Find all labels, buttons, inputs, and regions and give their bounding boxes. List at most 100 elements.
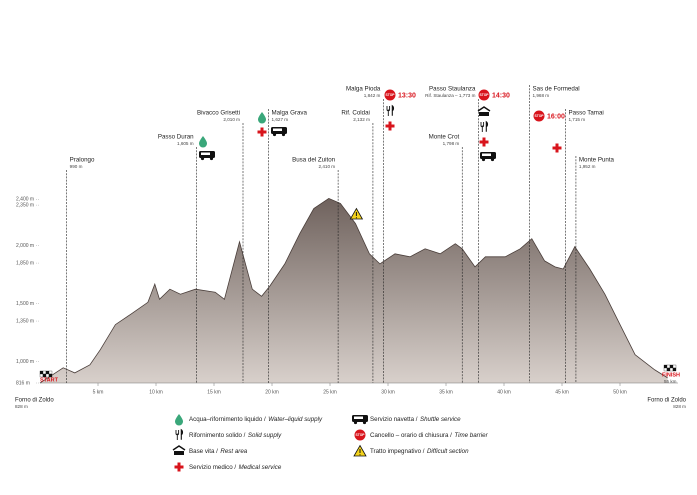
cross <box>385 121 395 131</box>
icon-medical <box>174 462 184 472</box>
bed <box>479 112 489 116</box>
legend-text-it: Tratto impegnativo / <box>370 448 425 455</box>
flag-square <box>666 367 671 372</box>
legend-entry: Servizio medico / Medical service <box>189 464 282 471</box>
cross <box>479 137 489 147</box>
flag-square <box>48 373 53 378</box>
fork <box>175 430 180 440</box>
waypoint-name: Busa del Zuiton <box>292 157 336 164</box>
legend-entry: Base vita / Rest area <box>189 448 248 455</box>
waypoint-elevation: 990 m <box>70 164 83 169</box>
waypoint-elevation: 1,952 m <box>579 164 596 169</box>
icon-water <box>175 414 183 426</box>
flag-square <box>39 370 44 375</box>
legend-text-it: Servizio medico / <box>189 464 236 471</box>
waypoint-name: Passo Duran <box>158 134 194 141</box>
waypoint-name: Passo Tamai <box>568 110 603 117</box>
cross <box>257 127 267 137</box>
knife <box>391 104 395 116</box>
icon-shuttle <box>352 415 368 425</box>
wheel <box>353 420 358 425</box>
flag-square <box>663 364 668 369</box>
start-place: Forno di Zoldo <box>15 398 54 404</box>
x-tick-label: 35 km <box>439 389 453 395</box>
waypoint-name: Sas de Formedal <box>533 86 580 93</box>
icon-shuttle <box>480 152 496 162</box>
legend-text-en: Shuttle service <box>420 416 461 423</box>
waypoint-name: Malga Grava <box>272 110 308 117</box>
wheel <box>490 157 495 162</box>
roof <box>172 445 186 451</box>
water-drop <box>175 414 183 426</box>
waypoint-name: Malga Pioda <box>346 86 381 93</box>
flag-square <box>669 367 674 372</box>
legend-entry: Cancello – orario di chiusura / Time barr… <box>370 432 489 439</box>
legend-entry: Tratto impegnativo / Difficult section <box>370 448 469 455</box>
finish-distance: 55 km <box>664 379 677 384</box>
legend-text-en: Medical service <box>239 464 282 471</box>
flag-square <box>42 370 47 375</box>
y-tick-label: 2,000 m <box>16 243 34 249</box>
elevation-line <box>39 197 668 384</box>
waypoint-elevation: 2,010 m <box>223 117 240 122</box>
waypoint-name: Rif. Coldai <box>341 110 370 117</box>
van-window <box>273 128 282 131</box>
icon-medical <box>552 143 562 153</box>
icon-food <box>175 428 184 440</box>
cutoff-time: 16:00 <box>547 113 565 120</box>
waypoint-elevation: 1,715 m <box>568 117 585 122</box>
icon-rest <box>172 445 186 455</box>
start-label: START <box>40 377 59 383</box>
y-tick-label: 2,350 m <box>16 202 34 208</box>
knife <box>180 428 184 440</box>
elevation-area <box>40 198 668 383</box>
waypoint-elevation: 1,605 m <box>177 141 194 146</box>
stop-text: STOP <box>356 433 366 437</box>
waypoint-elevation: Rif. Staulanza – 1,773 m <box>425 93 475 98</box>
waypoint-elevation: 1,842 m <box>364 93 381 98</box>
icon-warning <box>353 444 367 457</box>
icon-stop: STOP 13:30 <box>384 89 416 101</box>
flag-square <box>48 370 53 375</box>
wheel <box>481 157 486 162</box>
van-window <box>482 153 491 156</box>
x-tick-label: 5 km <box>93 389 104 395</box>
wheel <box>272 132 277 137</box>
y-tick-label: 1,000 m <box>16 359 34 365</box>
stop-sign <box>354 429 366 441</box>
cross <box>174 462 184 472</box>
waypoint-name: Pralongo <box>70 157 95 164</box>
flag-square <box>672 367 677 372</box>
roof <box>477 106 491 112</box>
bed <box>174 451 184 455</box>
van-window <box>201 152 210 155</box>
icon-water <box>199 136 207 148</box>
flag-square <box>666 364 671 369</box>
water-drop <box>199 136 207 148</box>
icon-stop: STOP 16:00 <box>533 110 565 122</box>
x-tick-label: 25 km <box>323 389 337 395</box>
waypoint-elevation: 1,627 m <box>272 117 289 122</box>
start-elevation: 828 m <box>15 404 28 409</box>
waypoint-name: Monte Punta <box>579 157 615 164</box>
y-tick-label: 1,500 m <box>16 301 34 307</box>
legend-entry: Servizio navetta / Shuttle service <box>370 416 461 423</box>
icon-medical <box>385 121 395 131</box>
waypoint-name: Passo Staulanza <box>429 86 476 93</box>
legend-text-en: Difficult section <box>427 448 469 455</box>
legend-text-it: Servizio navetta / <box>370 416 418 423</box>
icon-medical <box>479 137 489 147</box>
legend-text-en: Rest area <box>220 448 247 455</box>
flag-square <box>45 370 50 375</box>
x-tick-label: 40 km <box>497 389 511 395</box>
x-tick-label: 15 km <box>207 389 221 395</box>
legend-text-en: Water–liquid supply <box>268 416 323 423</box>
knife <box>485 120 489 132</box>
wheel <box>281 132 286 137</box>
x-tick-label: 20 km <box>265 389 279 395</box>
wheel <box>362 420 367 425</box>
y-tick-label: 1,850 m <box>16 260 34 266</box>
waypoint-elevation: 2,132 m <box>353 117 370 122</box>
icon-shuttle <box>199 151 215 161</box>
